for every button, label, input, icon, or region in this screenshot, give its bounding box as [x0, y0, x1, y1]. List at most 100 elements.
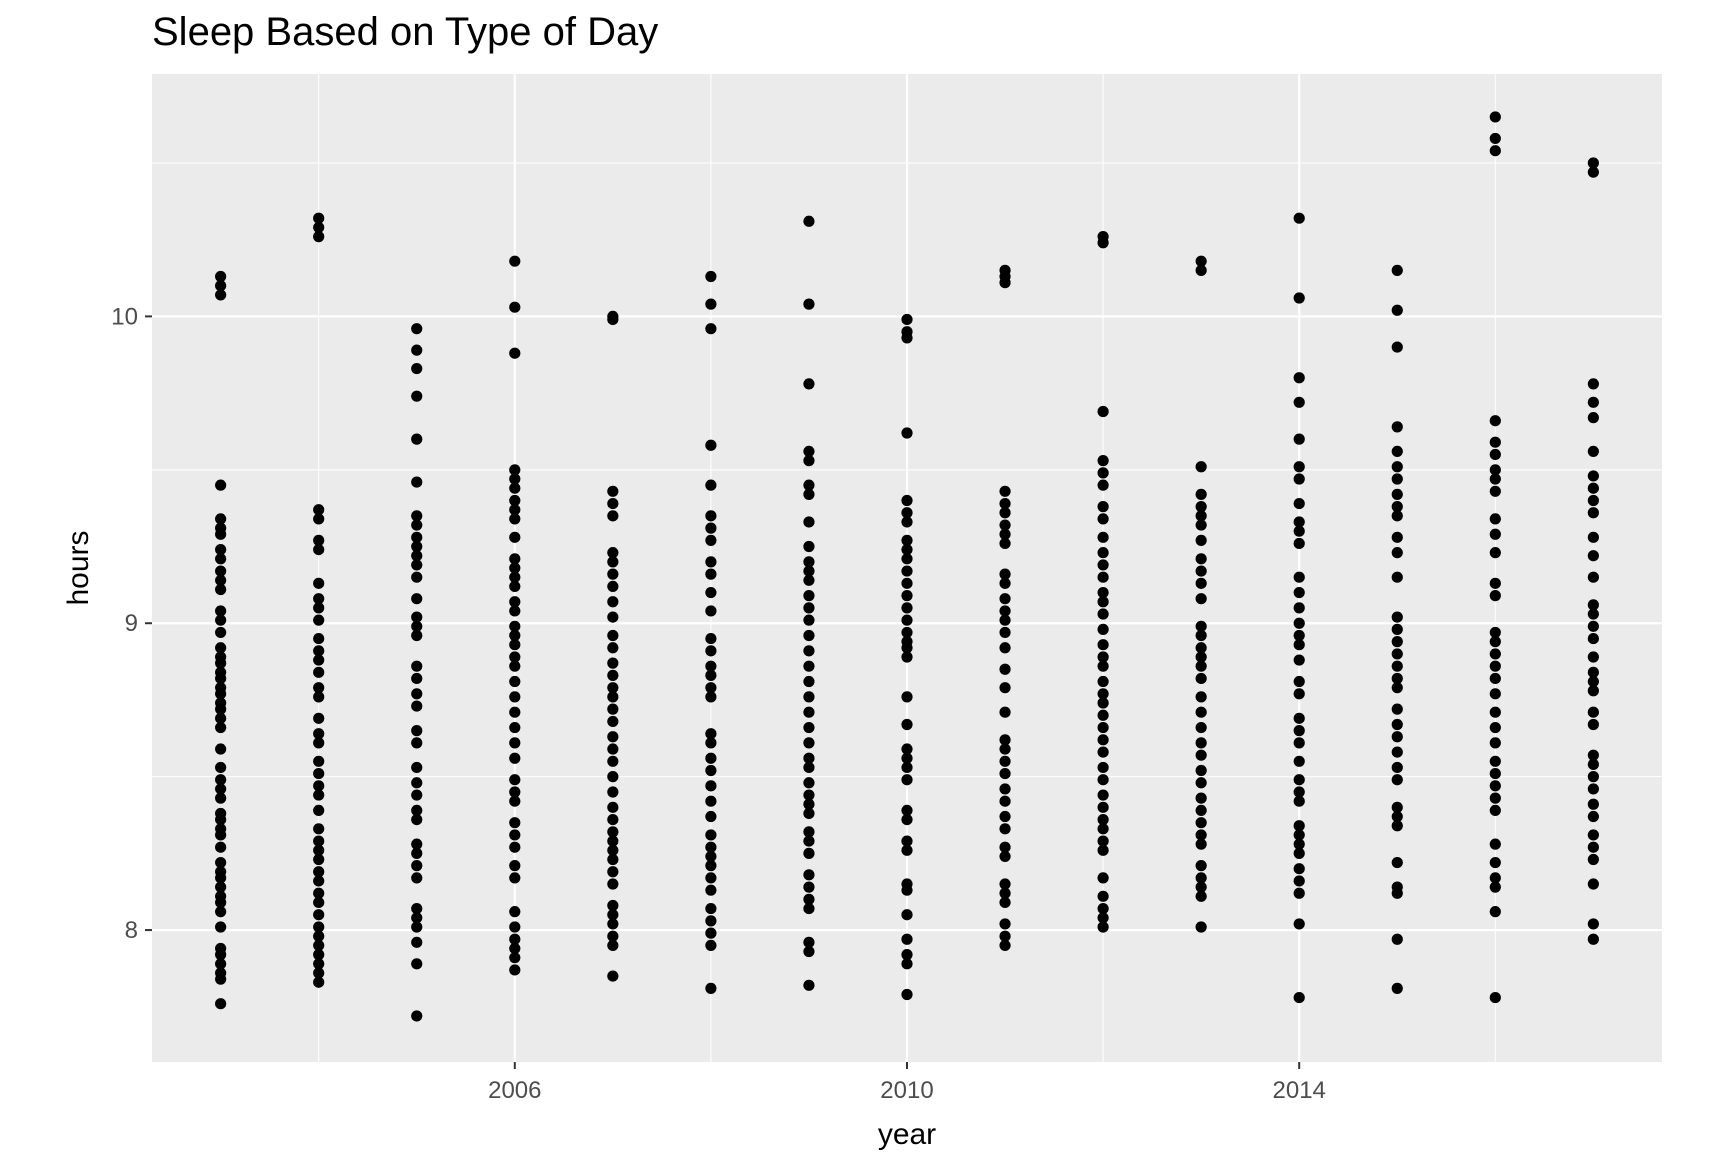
data-point — [1489, 767, 1501, 780]
data-point — [1097, 789, 1109, 801]
data-point — [411, 540, 423, 553]
data-point — [411, 344, 423, 356]
data-point — [901, 507, 913, 519]
data-point — [215, 682, 227, 694]
data-point — [1293, 639, 1305, 651]
data-point — [803, 378, 815, 390]
data-point — [313, 654, 325, 666]
data-point — [705, 270, 717, 283]
data-point — [1293, 795, 1305, 807]
data-point — [313, 602, 325, 614]
data-point — [1391, 672, 1403, 685]
data-point — [1195, 804, 1207, 816]
data-point — [999, 743, 1011, 755]
data-point — [1587, 157, 1599, 169]
data-point — [607, 970, 619, 982]
data-point — [1097, 660, 1109, 672]
data-point — [803, 721, 815, 734]
data-point — [1587, 749, 1599, 761]
data-point — [803, 516, 815, 528]
data-point — [313, 712, 325, 724]
data-point — [1293, 571, 1305, 583]
data-point — [999, 850, 1011, 863]
data-point — [999, 706, 1011, 718]
data-point — [803, 590, 815, 602]
data-point — [1097, 835, 1109, 847]
data-point — [1293, 516, 1305, 528]
data-point — [803, 826, 815, 838]
data-point — [607, 580, 619, 593]
data-point — [1391, 774, 1403, 786]
data-point — [509, 752, 521, 764]
data-point — [1097, 639, 1109, 651]
data-point — [1489, 737, 1501, 749]
data-point — [509, 706, 521, 718]
data-point — [509, 531, 521, 543]
data-point — [313, 513, 325, 525]
data-point — [509, 841, 521, 853]
data-point — [1097, 774, 1109, 786]
y-tick-label: 8 — [125, 917, 138, 944]
data-point — [1391, 510, 1403, 522]
data-point — [1391, 501, 1403, 513]
data-point — [509, 691, 521, 703]
data-point — [607, 642, 619, 654]
data-point — [1489, 755, 1501, 767]
data-point — [313, 534, 325, 546]
data-point — [1587, 378, 1599, 390]
data-point — [607, 835, 619, 847]
data-point — [999, 930, 1011, 942]
data-point — [1293, 838, 1305, 850]
data-point — [1097, 761, 1109, 774]
data-point — [1195, 817, 1207, 829]
data-point — [607, 497, 619, 510]
data-point — [901, 761, 913, 774]
data-point — [1587, 396, 1599, 408]
data-point — [1293, 887, 1305, 899]
data-point — [803, 645, 815, 657]
data-point — [803, 445, 815, 458]
data-point — [1195, 749, 1207, 761]
data-point — [1293, 212, 1305, 224]
data-point — [901, 614, 913, 626]
data-point — [313, 887, 325, 899]
data-point — [1391, 571, 1403, 583]
data-point — [607, 918, 619, 930]
data-point — [999, 878, 1011, 890]
data-point — [1587, 571, 1599, 583]
data-point — [607, 596, 619, 608]
data-point — [411, 688, 423, 700]
data-point — [901, 577, 913, 589]
data-point — [313, 666, 325, 678]
data-point — [1097, 688, 1109, 700]
data-point — [411, 611, 423, 623]
data-point — [1097, 405, 1109, 418]
data-point — [607, 771, 619, 783]
data-point — [411, 777, 423, 789]
data-point — [1195, 651, 1207, 663]
data-point — [901, 743, 913, 755]
data-point — [1293, 712, 1305, 724]
data-point — [215, 906, 227, 918]
data-point — [1489, 473, 1501, 485]
data-point — [313, 853, 325, 866]
data-point — [313, 949, 325, 961]
data-point — [509, 774, 521, 786]
data-point — [1489, 660, 1501, 672]
data-point — [999, 823, 1011, 835]
data-point — [1293, 918, 1305, 930]
data-point — [1195, 660, 1207, 672]
data-point — [411, 902, 423, 915]
data-point — [803, 565, 815, 577]
data-point — [607, 826, 619, 838]
data-point — [1293, 292, 1305, 304]
data-point — [313, 866, 325, 878]
data-point — [803, 614, 815, 626]
data-point — [999, 568, 1011, 580]
data-point — [607, 629, 619, 642]
data-point — [215, 841, 227, 853]
data-point — [1587, 918, 1599, 930]
data-point — [1097, 801, 1109, 813]
data-point — [1097, 746, 1109, 758]
data-point — [607, 866, 619, 878]
